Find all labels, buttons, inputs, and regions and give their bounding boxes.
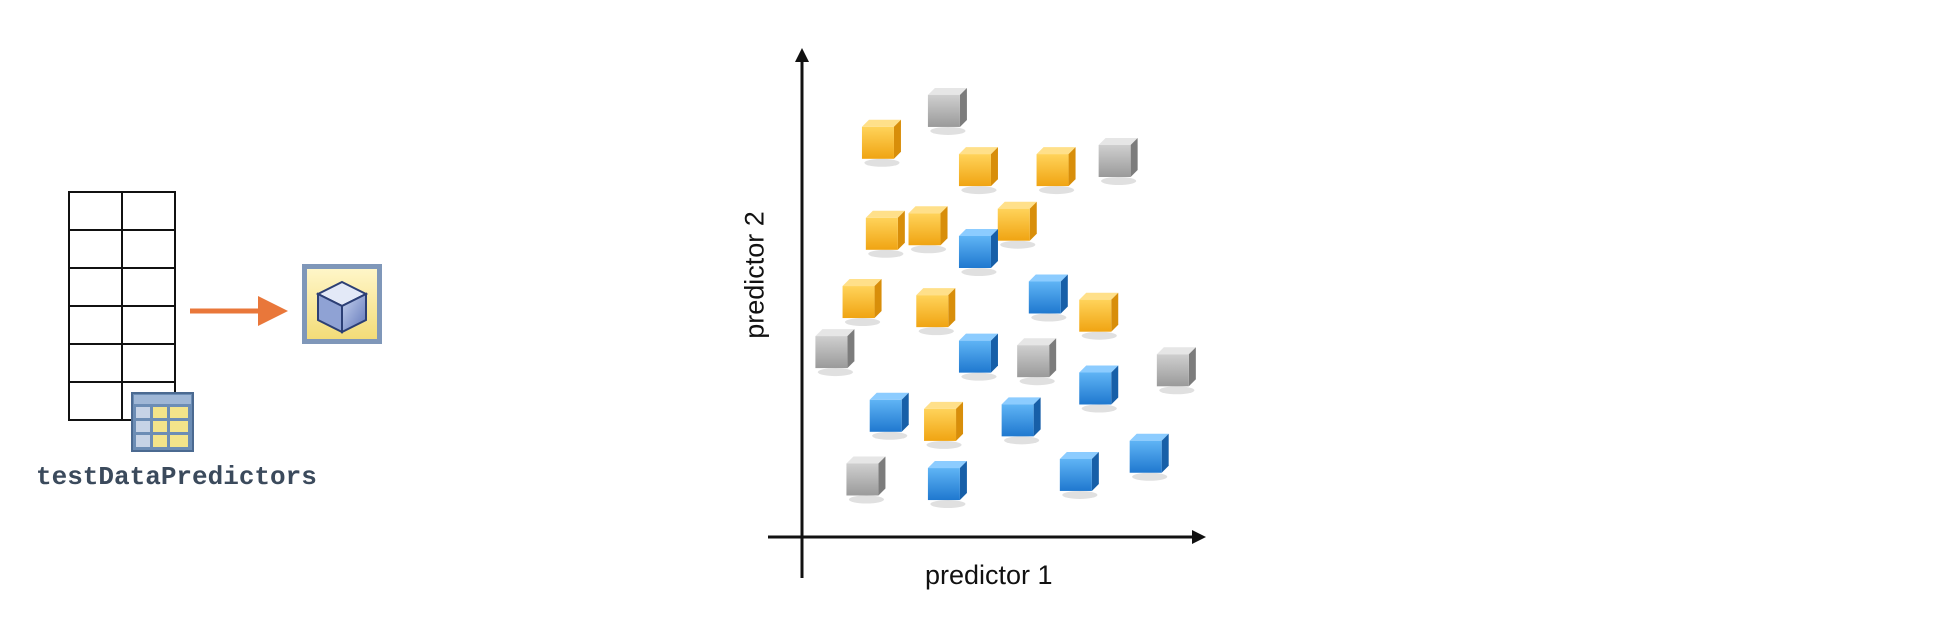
- y-axis-label: predictor 2: [739, 211, 770, 339]
- variable-name-label: testDataPredictors: [36, 462, 317, 492]
- chart-axes: [768, 48, 1206, 578]
- point-blue-24: [1059, 451, 1099, 499]
- point-blue-19: [869, 392, 909, 440]
- predictor-table: [68, 191, 176, 421]
- point-yellow-1: [861, 119, 901, 167]
- point-yellow-8: [997, 201, 1037, 249]
- point-gray-22: [846, 456, 886, 504]
- point-blue-21: [1001, 397, 1041, 445]
- point-yellow-4: [1036, 147, 1076, 195]
- point-blue-15: [958, 333, 998, 381]
- point-gray-5: [1098, 138, 1138, 185]
- x-axis-arrowhead: [1192, 530, 1206, 544]
- point-yellow-11: [916, 288, 956, 336]
- point-yellow-6: [865, 210, 905, 258]
- point-gray-16: [1017, 338, 1057, 386]
- data-table-icon: [131, 392, 194, 452]
- point-yellow-20: [924, 401, 964, 449]
- point-gray-14: [815, 329, 855, 377]
- point-yellow-13: [1079, 292, 1119, 340]
- point-blue-17: [1079, 365, 1119, 413]
- point-blue-23: [927, 461, 967, 509]
- point-blue-25: [1129, 433, 1169, 481]
- x-axis-label: predictor 1: [925, 560, 1053, 590]
- point-yellow-10: [842, 279, 882, 327]
- cube-model-icon: [302, 264, 382, 344]
- point-yellow-7: [908, 206, 948, 254]
- point-gray-18: [1156, 347, 1196, 395]
- y-axis-arrowhead: [795, 48, 809, 62]
- point-yellow-3: [958, 147, 998, 195]
- scatter-points: [815, 87, 1196, 509]
- point-blue-9: [958, 229, 998, 276]
- point-gray-2: [927, 87, 967, 135]
- point-blue-12: [1028, 274, 1068, 322]
